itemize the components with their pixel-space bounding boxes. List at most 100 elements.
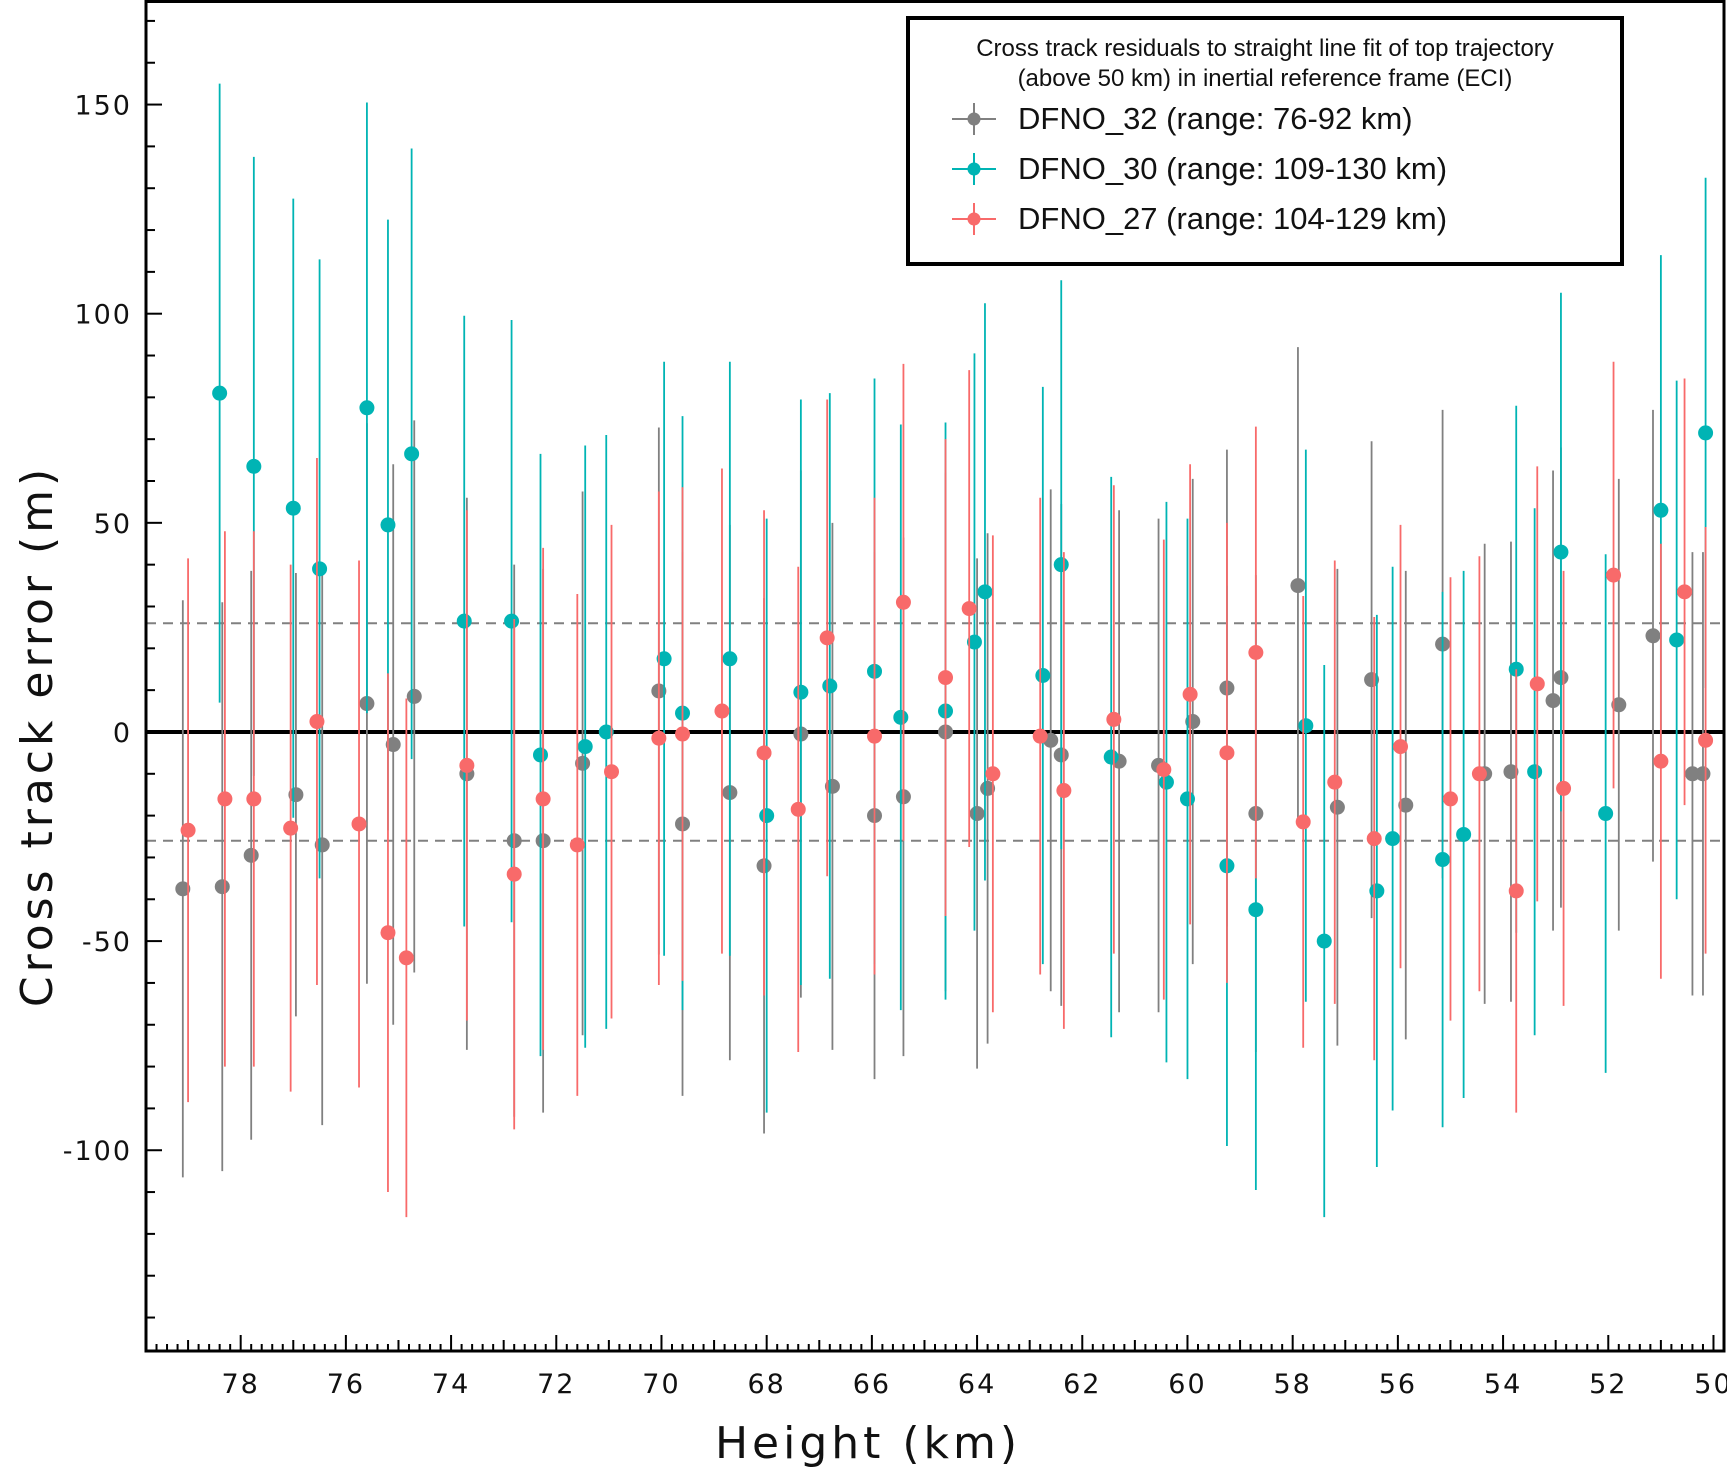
data-point [1556, 780, 1572, 796]
data-point [1598, 806, 1614, 822]
data-point [1182, 686, 1198, 702]
data-point [1606, 567, 1622, 583]
x-tick-label: 72 [537, 1369, 575, 1400]
data-point [380, 517, 396, 533]
data-point [1471, 766, 1487, 782]
data-point [1248, 902, 1264, 918]
y-tick-label: 50 [94, 509, 132, 540]
data-point [217, 791, 233, 807]
data-point [675, 726, 691, 742]
x-tick-label: 62 [1063, 1369, 1101, 1400]
x-tick-label: 66 [853, 1369, 891, 1400]
data-point [506, 866, 522, 882]
data-point [822, 678, 838, 694]
data-point [1366, 831, 1382, 847]
data-point [459, 757, 475, 773]
x-axis-label: Height (km) [715, 1418, 1021, 1469]
data-point [651, 730, 667, 746]
data-point [961, 601, 977, 617]
data-point [1527, 764, 1543, 780]
data-point [1316, 933, 1332, 949]
data-point [1611, 697, 1627, 713]
data-point [212, 385, 228, 401]
data-point [1219, 745, 1235, 761]
data-point [1508, 883, 1524, 899]
data-point [867, 728, 883, 744]
data-point [1053, 557, 1069, 573]
x-tick-label: 64 [958, 1369, 996, 1400]
data-point [985, 766, 1001, 782]
data-point [759, 808, 775, 824]
data-point [1364, 672, 1380, 688]
data-point [722, 651, 738, 667]
x-tick-label: 54 [1484, 1369, 1522, 1400]
data-point [351, 816, 367, 832]
data-point [969, 806, 985, 822]
data-point [283, 820, 299, 836]
data-point [1035, 668, 1051, 683]
data-point [285, 500, 301, 516]
data-point [1158, 774, 1174, 790]
data-point [1553, 544, 1569, 560]
data-point [1684, 766, 1700, 782]
data-point [714, 703, 730, 719]
data-point [1653, 753, 1669, 769]
data-point [895, 594, 911, 610]
data-point [1385, 831, 1401, 847]
legend-title-line-2: (above 50 km) in inertial reference fram… [1017, 65, 1513, 92]
legend-title-line-1: Cross track residuals to straight line f… [976, 35, 1554, 62]
data-point [398, 950, 414, 966]
data-point [1456, 826, 1472, 842]
data-point [175, 881, 191, 897]
data-point [977, 584, 993, 600]
data-point [243, 847, 259, 863]
data-point [790, 801, 806, 817]
legend-label-dfno-32: DFNO_32 (range: 76-92 km) [1018, 101, 1413, 136]
data-point [359, 400, 375, 416]
data-point [966, 634, 982, 650]
data-point [214, 879, 230, 895]
y-axis-label: Cross track error (m) [12, 465, 63, 1007]
y-tick-label: 0 [113, 718, 132, 749]
data-point [1503, 764, 1519, 780]
plot-area [175, 83, 1714, 1218]
data-point [604, 764, 620, 780]
data-point [288, 787, 304, 803]
legend: Cross track residuals to straight line f… [906, 16, 1624, 266]
data-point [1290, 578, 1306, 594]
legend-label-dfno-27: DFNO_27 (range: 104-129 km) [1018, 201, 1448, 236]
legend-marker-dfno-32 [952, 103, 996, 135]
data-point [1545, 693, 1561, 709]
data-point [1103, 749, 1119, 765]
x-tick-label: 58 [1274, 1369, 1312, 1400]
data-point [1369, 883, 1385, 899]
y-tick-label: -100 [63, 1136, 132, 1167]
data-point [314, 837, 330, 853]
x-tick-label: 74 [432, 1369, 470, 1400]
data-point [824, 778, 840, 794]
legend-item-dfno-32: DFNO_32 (range: 76-92 km) [928, 94, 1602, 144]
data-point [1032, 728, 1048, 744]
data-point [1442, 791, 1458, 807]
data-point [1398, 797, 1414, 813]
data-point [1179, 791, 1195, 807]
data-point [569, 837, 585, 853]
data-point [756, 745, 772, 761]
data-point [246, 791, 262, 807]
legend-item-dfno-30: DFNO_30 (range: 109-130 km) [928, 144, 1602, 194]
data-point [385, 737, 401, 753]
data-point [938, 670, 954, 686]
y-tick-label: -50 [82, 927, 132, 958]
data-point [1295, 814, 1311, 830]
data-point [1298, 718, 1314, 734]
data-point [1698, 425, 1714, 441]
legend-item-dfno-27: DFNO_27 (range: 104-129 km) [928, 194, 1602, 244]
data-point [1056, 783, 1072, 799]
axes: 78 76 74 72 70 68 66 64 62 60 58 56 54 52 50 150 100 50 0 -… [63, 19, 1727, 1400]
x-tick-label: 70 [642, 1369, 680, 1400]
data-point [598, 724, 614, 740]
data-point [793, 684, 809, 700]
data-point [980, 780, 996, 796]
data-point [577, 739, 593, 755]
x-tick-label: 68 [748, 1369, 786, 1400]
